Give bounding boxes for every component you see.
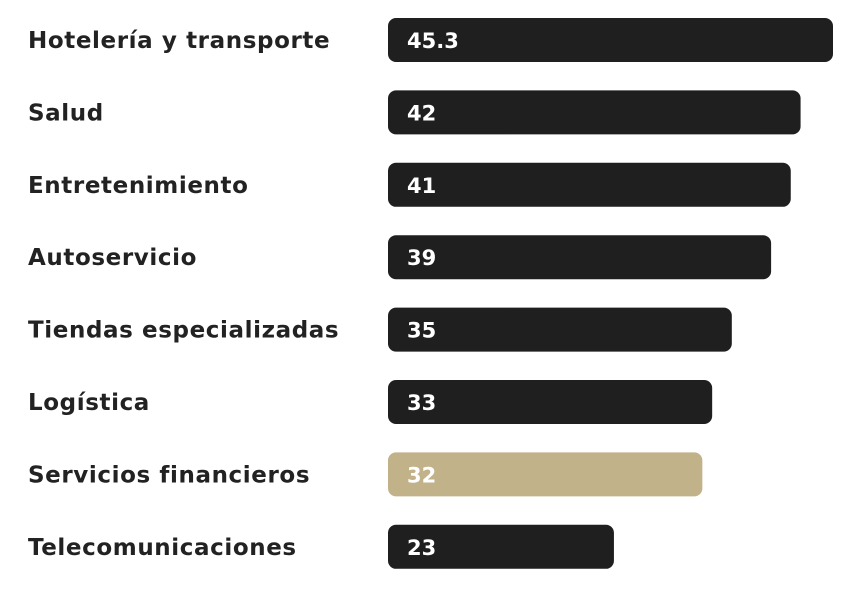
bar-row: Salud 42 <box>28 90 801 135</box>
value-label: 35 <box>407 319 436 343</box>
value-label: 45.3 <box>407 29 459 53</box>
category-label: Telecomunicaciones <box>28 535 297 561</box>
value-label: 33 <box>407 391 436 415</box>
bar <box>388 235 772 280</box>
bar-row: Entretenimiento 41 <box>28 162 791 207</box>
category-label: Autoservicio <box>28 245 197 271</box>
bar <box>388 18 833 62</box>
bar <box>388 452 703 497</box>
value-label: 32 <box>407 463 436 487</box>
bar <box>388 307 732 352</box>
category-label: Entretenimiento <box>28 173 249 199</box>
bar <box>388 524 614 569</box>
category-label: Hotelería y transporte <box>28 28 330 54</box>
bar-row: Logística 33 <box>28 380 713 424</box>
bar-row: Hotelería y transporte 45.3 <box>28 18 833 62</box>
bar-row: Tiendas especializadas 35 <box>28 307 732 352</box>
bar <box>388 162 791 207</box>
category-label: Tiendas especializadas <box>28 318 339 344</box>
value-label: 41 <box>407 174 436 198</box>
category-label: Logística <box>28 390 150 416</box>
category-label: Servicios financieros <box>28 462 310 488</box>
category-label: Salud <box>28 100 104 126</box>
bar-row: Autoservicio 39 <box>28 235 772 280</box>
bar <box>388 380 713 424</box>
bar-row: Servicios financieros 32 <box>28 452 703 497</box>
bar <box>388 90 801 135</box>
value-label: 23 <box>407 536 436 560</box>
bar-row: Telecomunicaciones 23 <box>28 524 614 569</box>
value-label: 39 <box>407 246 436 270</box>
value-label: 42 <box>407 101 436 125</box>
